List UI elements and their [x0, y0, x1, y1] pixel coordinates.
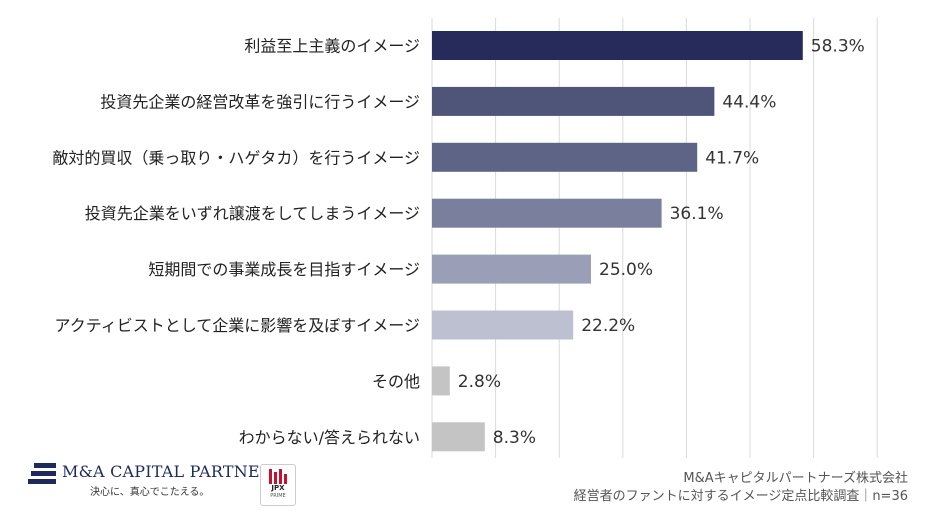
brand-name: M&A CAPITAL PARTNERS	[62, 462, 284, 481]
bar	[432, 31, 803, 60]
category-label: わからない/答えられない	[239, 428, 420, 447]
jpx-logo-icon	[269, 469, 287, 484]
value-label: 41.7%	[705, 148, 759, 168]
bar	[432, 142, 698, 172]
category-label: 投資先企業の経営改革を強引に行うイメージ	[100, 92, 420, 111]
bar	[432, 198, 662, 228]
jpx-sub-label: PRIME	[270, 493, 286, 499]
value-label: 44.4%	[722, 92, 776, 112]
category-labels: 利益至上主義のイメージ投資先企業の経営改革を強引に行うイメージ敵対的買収（乗っ取…	[52, 37, 420, 447]
gridlines	[431, 18, 878, 458]
jpx-label: JPX	[271, 484, 285, 492]
value-label: 58.3%	[811, 37, 865, 57]
category-label: その他	[372, 372, 420, 391]
category-label: 利益至上主義のイメージ	[244, 37, 420, 56]
bar	[432, 366, 450, 396]
source-company: M&Aキャピタルパートナーズ株式会社	[683, 471, 908, 486]
category-label: 投資先企業をいずれ譲渡をしてしまうイメージ	[85, 204, 420, 223]
company-logo-icon	[28, 463, 58, 499]
value-label: 25.0%	[599, 260, 653, 280]
bar	[432, 254, 591, 284]
category-label: 敵対的買収（乗っ取り・ハゲタカ）を行うイメージ	[52, 148, 420, 167]
company-brand: M&A CAPITAL PARTNERS 決心に、真心でこたえる。	[28, 462, 283, 498]
value-label: 8.3%	[493, 428, 536, 448]
value-label: 36.1%	[670, 204, 724, 224]
source-note: M&Aキャピタルパートナーズ株式会社 経営者のファントに対するイメージ定点比較調…	[574, 470, 908, 506]
bar-chart: 利益至上主義のイメージ投資先企業の経営改革を強引に行うイメージ敵対的買収（乗っ取…	[52, 18, 878, 458]
value-label: 2.8%	[458, 372, 501, 392]
brand-tagline: 決心に、真心でこたえる。	[90, 487, 210, 498]
jpx-prime-badge: JPX PRIME	[260, 464, 296, 506]
bar	[432, 310, 574, 340]
value-labels: 58.3% 44.4% 41.7% 36.1% 25.0% 22.2% 2.8% 8.3%	[458, 37, 865, 448]
category-label: 短期間での事業成長を目指すイメージ	[148, 260, 420, 279]
bars	[432, 31, 803, 452]
category-label: アクティビストとして企業に影響を及ぼすイメージ	[55, 316, 420, 335]
bar	[432, 86, 715, 116]
value-label: 22.2%	[581, 316, 635, 336]
source-survey: 経営者のファントに対するイメージ定点比較調査｜n=36	[573, 489, 908, 504]
bar	[432, 422, 485, 452]
